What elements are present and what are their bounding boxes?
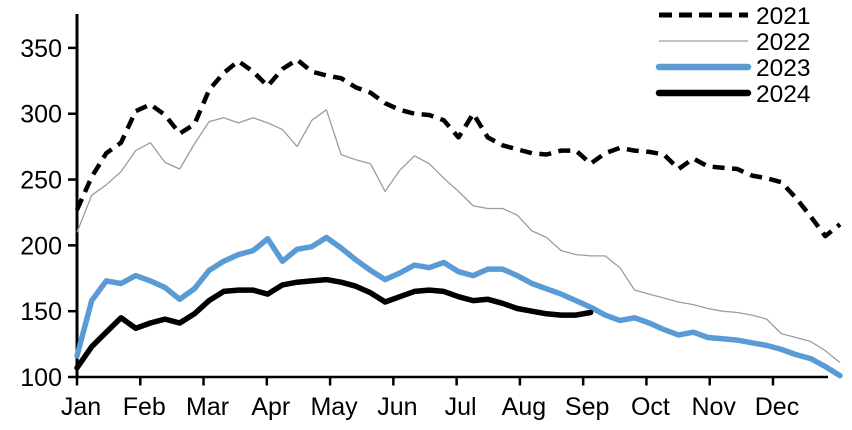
x-tick-label: Aug xyxy=(502,393,546,421)
series-line-2021 xyxy=(74,57,842,239)
x-tick-label: Jun xyxy=(377,393,417,421)
y-tick-label: 350 xyxy=(20,35,62,63)
x-tick-label: Oct xyxy=(631,393,670,421)
y-tick-label: 200 xyxy=(20,232,62,260)
legend-label-2021: 2021 xyxy=(756,3,811,30)
series-line-2022 xyxy=(76,109,841,364)
x-tick-label: Dec xyxy=(755,393,799,421)
x-tick-label: Mar xyxy=(186,393,229,421)
series-line-2024 xyxy=(74,276,594,371)
x-tick-label: Apr xyxy=(251,393,290,421)
legend-label-2022: 2022 xyxy=(756,29,811,56)
y-tick-label: 100 xyxy=(20,364,62,392)
x-tick-label: Sep xyxy=(565,393,609,421)
x-tick-label: Jul xyxy=(445,393,477,421)
x-tick-label: Nov xyxy=(691,393,736,421)
x-tick-label: Jan xyxy=(61,393,101,421)
x-tick-label: May xyxy=(310,393,358,421)
legend-label-2023: 2023 xyxy=(756,55,811,82)
series-line-2023 xyxy=(74,234,843,379)
legend-label-2024: 2024 xyxy=(756,81,811,108)
y-tick-label: 250 xyxy=(20,167,62,195)
y-tick-label: 150 xyxy=(20,298,62,326)
x-tick-label: Feb xyxy=(123,393,166,421)
y-tick-label: 300 xyxy=(20,101,62,129)
